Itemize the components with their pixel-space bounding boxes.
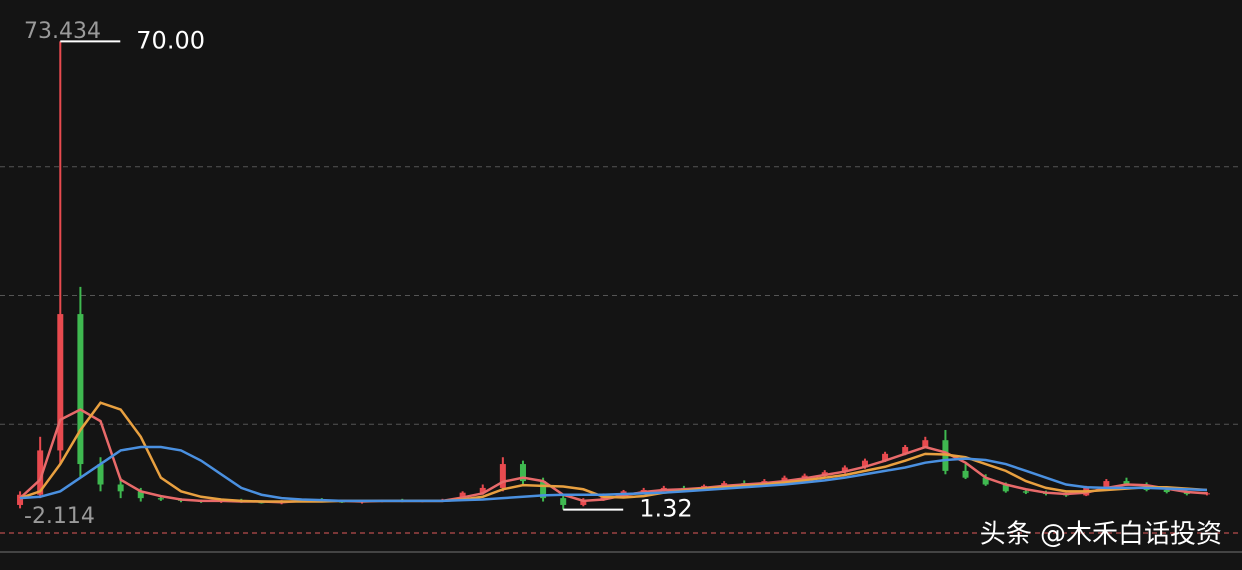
candle-body [1163,489,1170,493]
candle-body [137,491,144,499]
candle-body [781,477,788,482]
candle-body [479,487,486,493]
candle-body [801,475,808,478]
candle-body [882,453,889,461]
min-label: 1.32 [639,495,692,523]
candle-body [962,470,969,478]
candle-body [982,477,989,485]
candle-body [97,464,104,485]
candle-body [519,464,526,482]
y-tick-label: 73.434 [24,19,101,44]
candle-body [841,467,848,473]
candle-body [1203,493,1210,495]
candle-body [37,450,44,495]
y-tick-label: -2.114 [24,504,95,529]
candle-body [459,492,466,500]
candle-body [17,494,24,505]
candle-body [157,498,164,500]
candle-body [540,481,547,499]
candle-body [1123,481,1130,485]
candle-body [1103,481,1110,488]
ma-line [19,401,1208,503]
candle-body [1022,491,1029,493]
candle-body [902,447,909,454]
candle-body [57,314,64,451]
ma-line [19,445,1207,503]
candle-body [861,460,868,468]
candle-body [580,499,587,505]
candle-body [922,440,929,448]
candle-body [77,314,84,465]
candle-body [499,464,506,488]
candle-body [560,498,567,505]
candle-body [640,489,647,492]
candle-body [1002,484,1009,492]
candle-body [117,484,124,492]
watermark: 头条 @木禾白话投资 [980,520,1222,550]
max-label: 70.00 [136,26,205,54]
candle-body [721,483,728,486]
